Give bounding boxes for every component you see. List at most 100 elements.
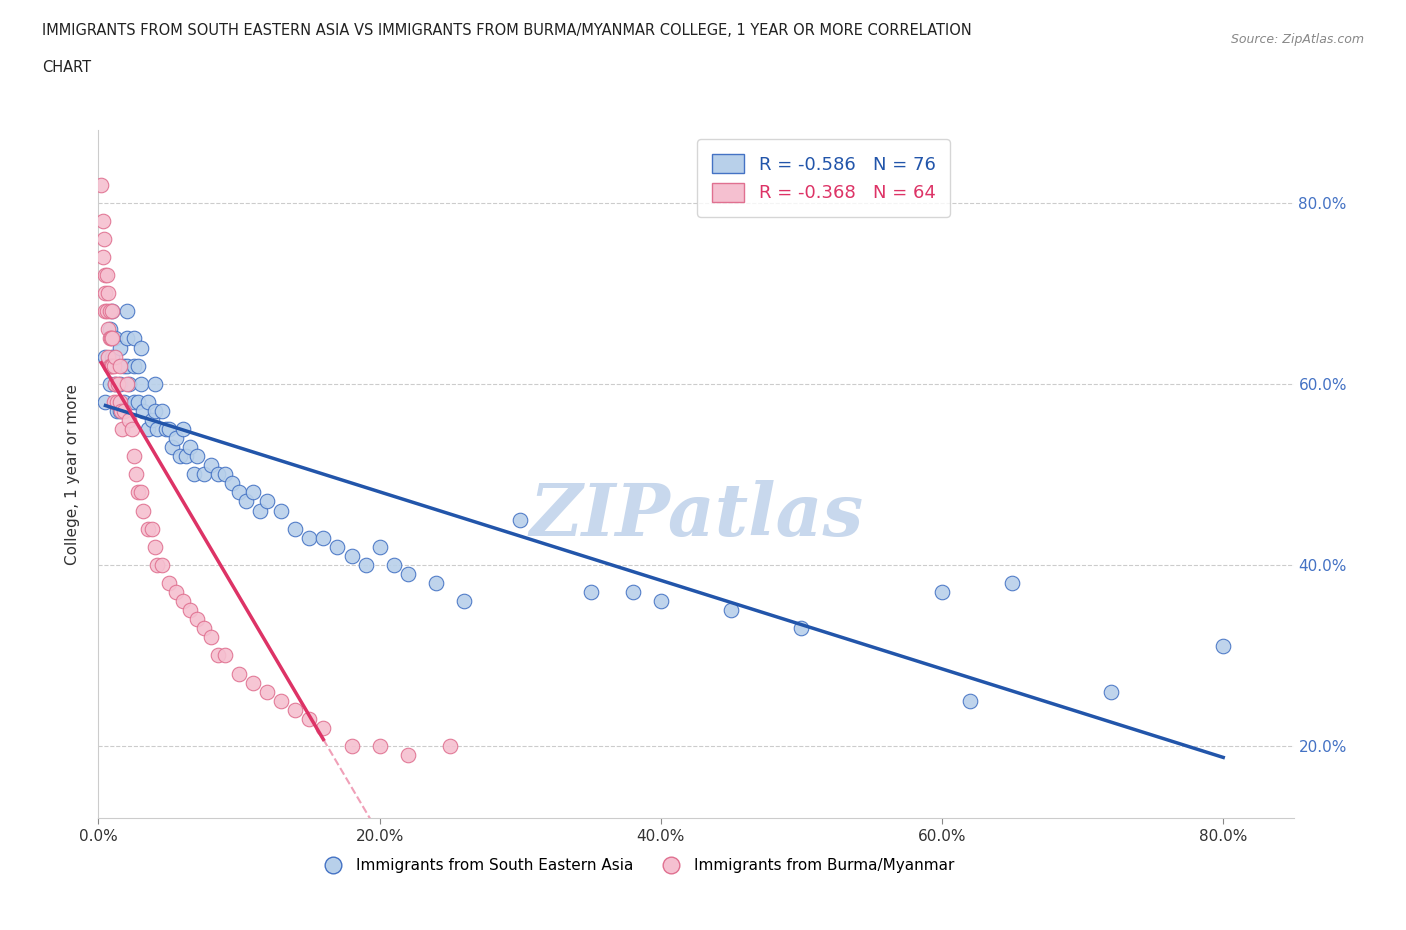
Point: [122, 394, 145, 409]
Point: [101, 304, 124, 319]
Text: CHART: CHART: [42, 60, 91, 74]
Point: [136, 394, 159, 409]
Point: [105, 394, 128, 409]
Point: [101, 331, 124, 346]
Point: [108, 404, 131, 418]
Point: [174, 449, 197, 464]
Point: [382, 557, 405, 572]
Point: [396, 566, 419, 581]
Legend: Immigrants from South Eastern Asia, Immigrants from Burma/Myanmar: Immigrants from South Eastern Asia, Immi…: [312, 853, 960, 880]
Point: [129, 340, 152, 355]
Point: [105, 404, 128, 418]
Point: [129, 377, 152, 392]
Point: [221, 476, 243, 491]
Point: [256, 684, 278, 699]
Point: [312, 721, 335, 736]
Point: [100, 331, 122, 346]
Point: [101, 304, 124, 319]
Point: [579, 585, 602, 600]
Point: [1099, 684, 1122, 699]
Point: [165, 585, 187, 600]
Point: [169, 449, 191, 464]
Point: [214, 467, 236, 482]
Point: [112, 404, 135, 418]
Point: [125, 467, 148, 482]
Point: [107, 377, 129, 392]
Point: [453, 593, 475, 608]
Point: [298, 530, 321, 545]
Point: [165, 431, 187, 445]
Point: [127, 485, 149, 499]
Point: [143, 404, 166, 418]
Point: [108, 394, 131, 409]
Point: [931, 585, 953, 600]
Point: [228, 666, 250, 681]
Point: [650, 593, 672, 608]
Point: [94, 394, 117, 409]
Point: [96, 268, 118, 283]
Point: [108, 340, 131, 355]
Point: [136, 421, 159, 436]
Point: [104, 377, 127, 392]
Point: [146, 421, 169, 436]
Point: [91, 213, 114, 228]
Point: [100, 358, 122, 373]
Point: [193, 467, 215, 482]
Point: [1001, 576, 1024, 591]
Point: [284, 521, 307, 536]
Point: [129, 485, 152, 499]
Point: [157, 576, 180, 591]
Point: [115, 331, 138, 346]
Point: [326, 539, 349, 554]
Point: [118, 377, 141, 392]
Point: [242, 485, 264, 499]
Point: [97, 349, 120, 364]
Point: [98, 331, 121, 346]
Point: [270, 693, 292, 708]
Point: [108, 358, 131, 373]
Point: [207, 467, 229, 482]
Point: [143, 539, 166, 554]
Point: [93, 232, 115, 246]
Text: Source: ZipAtlas.com: Source: ZipAtlas.com: [1230, 33, 1364, 46]
Point: [720, 603, 742, 618]
Point: [132, 503, 155, 518]
Point: [94, 304, 117, 319]
Point: [122, 331, 145, 346]
Point: [104, 349, 127, 364]
Point: [115, 358, 138, 373]
Point: [150, 557, 173, 572]
Point: [172, 421, 194, 436]
Point: [122, 358, 145, 373]
Point: [183, 467, 205, 482]
Point: [115, 304, 138, 319]
Point: [256, 494, 278, 509]
Point: [122, 449, 145, 464]
Point: [118, 413, 141, 428]
Point: [157, 421, 180, 436]
Text: IMMIGRANTS FROM SOUTH EASTERN ASIA VS IMMIGRANTS FROM BURMA/MYANMAR COLLEGE, 1 Y: IMMIGRANTS FROM SOUTH EASTERN ASIA VS IM…: [42, 23, 972, 38]
Point: [284, 702, 307, 717]
Point: [340, 549, 363, 564]
Point: [97, 286, 120, 300]
Point: [104, 331, 127, 346]
Point: [179, 603, 201, 618]
Point: [172, 593, 194, 608]
Point: [111, 421, 134, 436]
Point: [115, 377, 138, 392]
Point: [104, 377, 127, 392]
Point: [101, 358, 124, 373]
Point: [228, 485, 250, 499]
Point: [298, 711, 321, 726]
Point: [160, 440, 183, 455]
Point: [90, 177, 112, 192]
Point: [509, 512, 531, 527]
Point: [368, 539, 391, 554]
Point: [141, 413, 163, 428]
Point: [91, 249, 114, 264]
Point: [439, 738, 461, 753]
Text: ZIPatlas: ZIPatlas: [529, 480, 863, 551]
Point: [103, 358, 125, 373]
Point: [235, 494, 257, 509]
Point: [127, 394, 149, 409]
